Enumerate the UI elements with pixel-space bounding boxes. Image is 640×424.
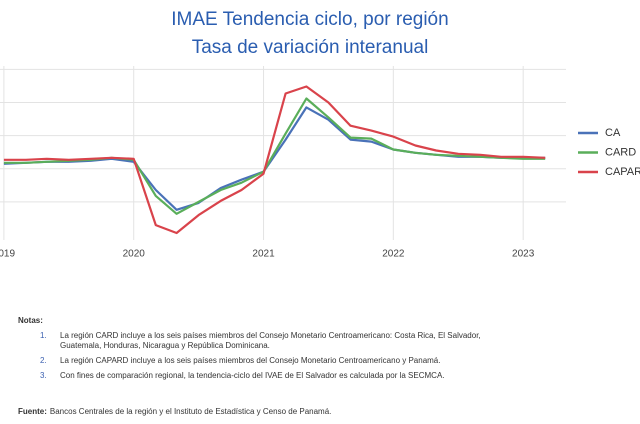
chart-subtitle: Tasa de variación interanual — [192, 37, 429, 58]
legend-label: CARD — [605, 146, 636, 158]
note-number: 2. — [40, 356, 47, 365]
x-tick-label: 2023 — [512, 249, 535, 260]
note-list: 1. La región CARD incluye a los seis país… — [18, 331, 520, 381]
note-item: 2. La región CAPARD incluye a los seis pa… — [40, 356, 520, 366]
series-line — [3, 85, 546, 235]
note-item: 1. La región CARD incluye a los seis país… — [40, 331, 520, 351]
notes-heading: Notas: — [18, 316, 43, 325]
legend-label: CAPARD — [605, 166, 640, 178]
note-text: La región CAPARD incluye a los seis país… — [60, 356, 441, 365]
legend-label: CA — [605, 127, 621, 139]
x-tick-label: 2020 — [123, 249, 146, 260]
x-tick-label: 2021 — [252, 249, 275, 260]
note-number: 1. — [40, 331, 47, 340]
x-tick-label: 2019 — [0, 249, 15, 260]
chart-title: IMAE Tendencia ciclo, por región — [171, 9, 448, 30]
note-text: Con fines de comparación regional, la te… — [60, 371, 445, 380]
note-item: 3. Con fines de comparación regional, la … — [40, 371, 520, 381]
chart: IMAE Tendencia ciclo, por región Tasa de… — [0, 9, 640, 260]
source-label: Fuente: — [18, 407, 47, 416]
note-text: La región CARD incluye a los seis países… — [60, 331, 481, 350]
x-tick-label: 2022 — [382, 249, 405, 260]
notes: Notas: 1. La región CARD incluye a los se… — [18, 316, 520, 386]
note-number: 3. — [40, 371, 47, 380]
source: Fuente: Bancos Centrales de la región y e… — [18, 407, 331, 416]
source-text: Bancos Centrales de la región y el Insti… — [49, 407, 332, 416]
